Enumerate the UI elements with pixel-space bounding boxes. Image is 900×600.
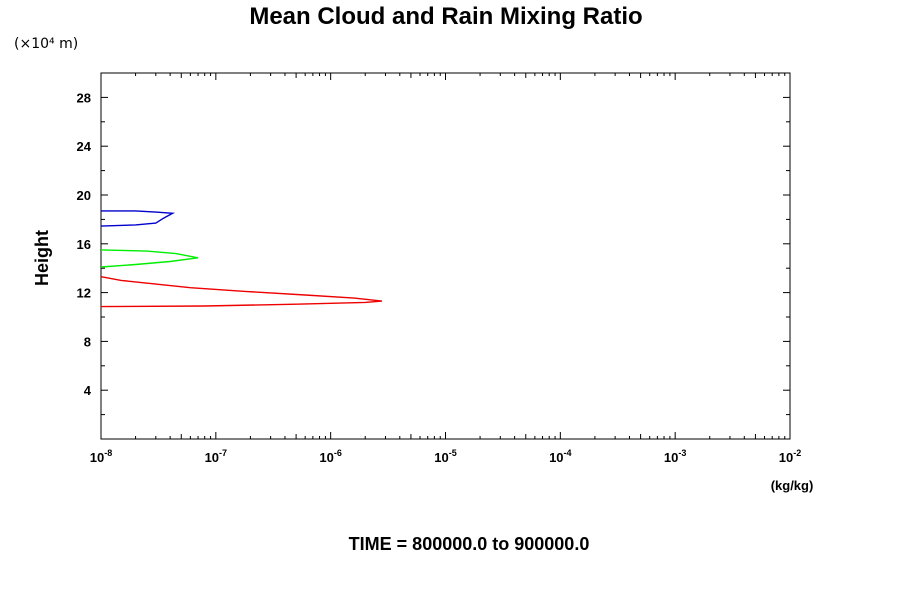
- x-tick-label: 10-7: [205, 448, 227, 465]
- time-range-footer: TIME = 800000.0 to 900000.0: [349, 534, 590, 554]
- x-tick-base: 10: [549, 450, 563, 465]
- y-axis-label: Height: [32, 230, 52, 286]
- y-tick-label: 24: [77, 139, 92, 154]
- x-tick-labels: 10-8 10-7 10-6 10-5 10-4 10-3 10-2: [90, 448, 801, 465]
- y-tick-label: 8: [84, 334, 91, 349]
- series-line-2: [100, 249, 199, 268]
- y-tick-label: 28: [77, 90, 91, 105]
- series-lines: [100, 210, 383, 308]
- x-tick-base: 10: [319, 450, 333, 465]
- x-tick-label: 10-5: [434, 448, 456, 465]
- x-tick-base: 10: [664, 450, 678, 465]
- series-line-3: [100, 276, 383, 308]
- y-tick-label: 16: [77, 237, 91, 252]
- y-tick-labels: 4 8 12 16 20 24 28: [77, 90, 92, 398]
- x-tick-exponent: -7: [219, 448, 227, 458]
- axis-ticks: [100, 73, 790, 439]
- x-tick-exponent: -4: [564, 448, 572, 458]
- x-tick-base: 10: [779, 450, 793, 465]
- plot-frame: [100, 72, 791, 440]
- chart-title: Mean Cloud and Rain Mixing Ratio: [249, 3, 642, 30]
- y-tick-label: 20: [77, 188, 91, 203]
- x-tick-exponent: -2: [793, 448, 801, 458]
- y-tick-label: 12: [77, 286, 91, 301]
- x-tick-exponent: -5: [449, 448, 457, 458]
- x-tick-base: 10: [90, 450, 104, 465]
- x-tick-label: 10-8: [90, 448, 112, 465]
- x-tick-base: 10: [434, 450, 448, 465]
- x-tick-exponent: -8: [104, 448, 112, 458]
- series-line-1: [100, 210, 176, 227]
- y-unit-note: (×10⁴ m): [14, 36, 78, 52]
- x-tick-label: 10-6: [319, 448, 341, 465]
- x-tick-label: 10-4: [549, 448, 571, 465]
- x-tick-label: 10-2: [779, 448, 801, 465]
- y-tick-label: 4: [84, 383, 92, 398]
- x-tick-base: 10: [205, 450, 219, 465]
- x-axis-unit: (kg/kg): [771, 478, 814, 493]
- x-tick-exponent: -3: [678, 448, 686, 458]
- x-tick-label: 10-3: [664, 448, 686, 465]
- x-tick-exponent: -6: [334, 448, 342, 458]
